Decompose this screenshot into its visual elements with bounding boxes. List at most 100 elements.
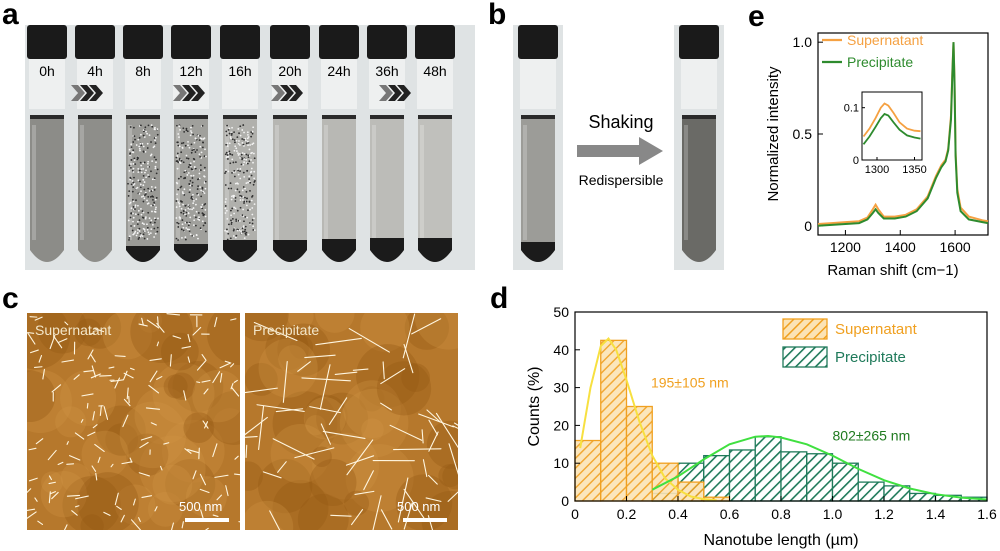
nanotube: [97, 456, 101, 464]
particle: [251, 132, 254, 135]
particle: [192, 235, 195, 237]
particle: [154, 165, 157, 168]
afm-texture: [206, 391, 240, 445]
nanotube: [382, 361, 385, 380]
particle: [252, 183, 255, 186]
particle: [200, 195, 203, 198]
afm-texture: [167, 372, 196, 400]
sediment: [126, 246, 160, 262]
particle: [137, 209, 140, 212]
nanotube: [212, 371, 221, 384]
particle: [147, 202, 150, 205]
particle: [175, 237, 178, 240]
particle: [144, 126, 147, 129]
particle: [153, 221, 156, 224]
nanotube: [346, 439, 374, 476]
particle: [187, 224, 190, 227]
afm-texture: [356, 344, 420, 408]
particle: [177, 226, 180, 228]
particle: [128, 238, 130, 241]
particle: [127, 219, 130, 222]
time-label: 20h: [278, 63, 302, 79]
particle: [180, 200, 182, 202]
particle: [149, 221, 152, 224]
particle: [241, 227, 244, 230]
legend-label: Supernatant: [847, 32, 923, 48]
particle: [187, 207, 190, 210]
particle: [247, 154, 250, 157]
particle: [242, 225, 245, 228]
afm-texture: [192, 369, 240, 423]
particle: [143, 188, 146, 191]
particle: [196, 178, 199, 181]
particle: [229, 153, 232, 156]
particle: [233, 131, 235, 134]
nanotube: [27, 332, 35, 334]
particle: [251, 143, 254, 146]
afm-texture: [289, 335, 314, 359]
particle: [253, 229, 256, 232]
chevron-arrow-icon: [191, 85, 205, 101]
particle: [134, 213, 137, 216]
particle: [155, 172, 158, 175]
histogram-bar: [909, 492, 937, 502]
particle: [252, 126, 255, 129]
particle: [243, 161, 246, 164]
x-tick-label: 1400: [885, 239, 916, 255]
particle: [225, 134, 228, 137]
particle: [230, 195, 233, 198]
particle: [153, 217, 156, 220]
particle: [132, 216, 135, 219]
nanotube: [196, 360, 207, 371]
particle: [130, 146, 133, 149]
tube-neck: [681, 59, 717, 109]
particle: [242, 124, 245, 126]
particle: [196, 149, 198, 151]
nanotube: [146, 319, 160, 329]
chevron-arrow-icon: [388, 85, 402, 101]
particle: [154, 139, 156, 142]
particle: [177, 201, 180, 204]
particle: [251, 207, 254, 209]
particle: [147, 174, 149, 176]
particle: [148, 175, 151, 178]
particle: [139, 124, 142, 127]
particle: [238, 144, 241, 146]
particle: [236, 229, 239, 232]
nanotube: [123, 398, 131, 407]
nanotube: [123, 370, 128, 380]
nanotube: [57, 461, 64, 466]
particle: [229, 162, 232, 165]
liquid-meniscus: [126, 115, 160, 119]
particle: [183, 130, 186, 133]
particle: [141, 210, 144, 213]
particle: [248, 222, 251, 224]
particle: [180, 211, 183, 214]
particle: [241, 157, 244, 160]
particle: [176, 198, 179, 201]
particle: [185, 221, 188, 224]
particle: [185, 227, 188, 229]
particle: [146, 199, 148, 202]
nanotube: [114, 355, 126, 357]
particle: [140, 213, 143, 216]
nanotube: [219, 362, 232, 369]
particle: [176, 124, 178, 127]
nanotube: [352, 368, 369, 371]
nanotube: [334, 371, 358, 375]
annotation-supernatant: 195±105 nm: [651, 375, 729, 391]
particle: [194, 151, 197, 153]
particle: [133, 159, 136, 161]
particle: [154, 208, 157, 211]
tube-cap: [319, 25, 359, 59]
tube-photo-before-shaking: [513, 25, 563, 270]
particle: [181, 146, 184, 149]
particle: [132, 141, 135, 143]
nanotube: [196, 381, 201, 384]
particle: [138, 169, 141, 172]
particle: [154, 186, 157, 189]
nanotube: [328, 397, 348, 425]
particle: [204, 230, 207, 233]
particle: [147, 187, 150, 190]
particle: [132, 200, 135, 203]
